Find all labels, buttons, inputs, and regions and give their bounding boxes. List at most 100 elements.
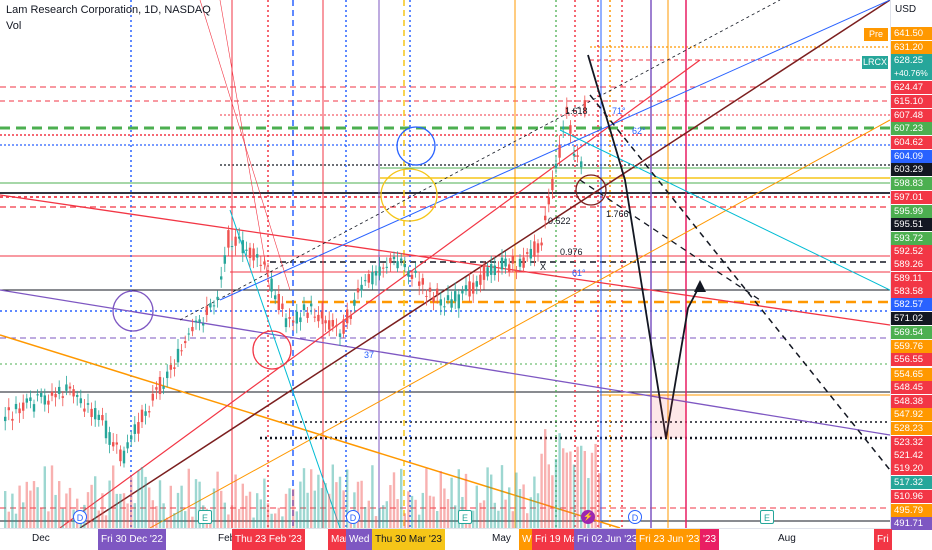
candle-body (263, 261, 266, 265)
volume-bar (403, 513, 406, 528)
candle-body (65, 384, 68, 391)
currency-label[interactable]: USD (895, 4, 917, 15)
volume-bar (475, 485, 478, 528)
candle-body (166, 371, 169, 379)
candle-body (497, 270, 500, 272)
volume-bar (68, 487, 72, 528)
volume-bar (94, 476, 97, 528)
trend-line (149, 119, 890, 528)
volume-bar (418, 514, 421, 528)
candle-body (212, 305, 216, 307)
volume-bar (220, 490, 223, 528)
volume-bar (245, 495, 248, 528)
volume-bar (551, 475, 554, 528)
volume-bar (259, 499, 262, 528)
price-label: 631.20 (891, 41, 932, 54)
volume-bar (335, 482, 338, 528)
candle-body (29, 397, 32, 402)
event-marker-icon[interactable]: E (198, 510, 212, 524)
trend-line (179, 0, 781, 321)
volume-bar (490, 474, 493, 528)
volume-bar (252, 517, 255, 528)
candle-body (295, 311, 298, 324)
volume-bar (378, 507, 381, 528)
volume-bar (140, 467, 144, 528)
flash-event-icon[interactable]: ⚡ (581, 510, 595, 524)
candle-body (277, 293, 280, 311)
volume-label[interactable]: Vol (6, 20, 22, 32)
candle-body (72, 389, 75, 397)
price-chart[interactable] (0, 0, 890, 528)
highlighted-date-label: Fri 19 Ma (532, 529, 581, 550)
volume-bar (389, 485, 392, 528)
volume-bar (382, 505, 385, 528)
volume-bar (162, 503, 165, 528)
time-axis[interactable]: Dec Feb Mar May Aug Fri 30 Dec '22 Thu 23 Feb … (0, 528, 892, 550)
event-marker-icon[interactable]: D (628, 510, 642, 524)
candle-body (169, 364, 172, 370)
candle-body (468, 281, 471, 297)
candle-body (328, 320, 331, 330)
candle-body (410, 274, 414, 279)
volume-bar (234, 474, 237, 528)
candle-body (119, 449, 122, 462)
event-marker-icon[interactable]: E (458, 510, 472, 524)
candle-body (299, 317, 302, 323)
candle-body (392, 256, 396, 260)
symbol-title[interactable]: Lam Research Corporation, 1D, NASDAQ (6, 4, 211, 16)
volume-bar (58, 481, 61, 528)
volume-bar (198, 481, 201, 528)
candle-body (490, 264, 493, 275)
volume-bar (493, 502, 496, 528)
price-label: 528.23 (891, 422, 932, 435)
price-label: 559.76 (891, 340, 932, 353)
candle-body (94, 408, 97, 420)
trend-line (0, 194, 890, 326)
chart-plot-area[interactable]: Lam Research Corporation, 1D, NASDAQ Vol… (0, 0, 890, 528)
candle-body (187, 333, 190, 335)
candle-body (306, 312, 309, 318)
price-label: 595.99 (891, 205, 932, 218)
candle-body (515, 270, 518, 273)
volume-bar (284, 493, 288, 528)
volume-bar (410, 495, 414, 528)
candle-body (414, 270, 417, 273)
candle-body (288, 317, 291, 319)
candle-body (443, 306, 446, 308)
candle-body (486, 267, 489, 277)
volume-bar (374, 516, 378, 528)
projection-path (587, 54, 701, 439)
event-marker-icon[interactable]: E (760, 510, 774, 524)
circle-marker (112, 290, 154, 332)
volume-bar (40, 508, 43, 528)
candle-body (576, 155, 579, 157)
candle-body (418, 281, 421, 286)
event-marker-icon[interactable]: D (73, 510, 87, 524)
price-axis[interactable]: USD 641.50 631.20 628.25 624.47 615.10 607.48… (890, 0, 932, 550)
candle-body (230, 246, 234, 248)
candle-body (68, 386, 72, 389)
volume-bar (504, 499, 507, 528)
event-marker-icon[interactable]: D (346, 510, 360, 524)
volume-bar (515, 472, 518, 528)
candle-body (400, 258, 403, 261)
price-label: 593.72 (891, 232, 932, 245)
trend-line (579, 179, 761, 301)
volume-bar (133, 503, 136, 528)
volume-bar (583, 450, 586, 528)
price-label: 641.50 (891, 27, 932, 40)
volume-bar (457, 469, 460, 528)
candle-body (533, 241, 536, 257)
volume-bar (65, 493, 68, 528)
price-label: 548.45 (891, 381, 932, 394)
candle-body (450, 299, 453, 308)
candle-body (475, 281, 478, 287)
candle-body (270, 278, 273, 292)
candle-body (180, 350, 183, 352)
highlighted-date-label: Thu 30 Mar '23 (372, 529, 445, 550)
volume-bar (176, 492, 180, 528)
candle-body (353, 299, 356, 306)
price-label: 548.38 (891, 395, 932, 408)
candle-body (572, 153, 576, 156)
volume-bar (446, 499, 450, 528)
